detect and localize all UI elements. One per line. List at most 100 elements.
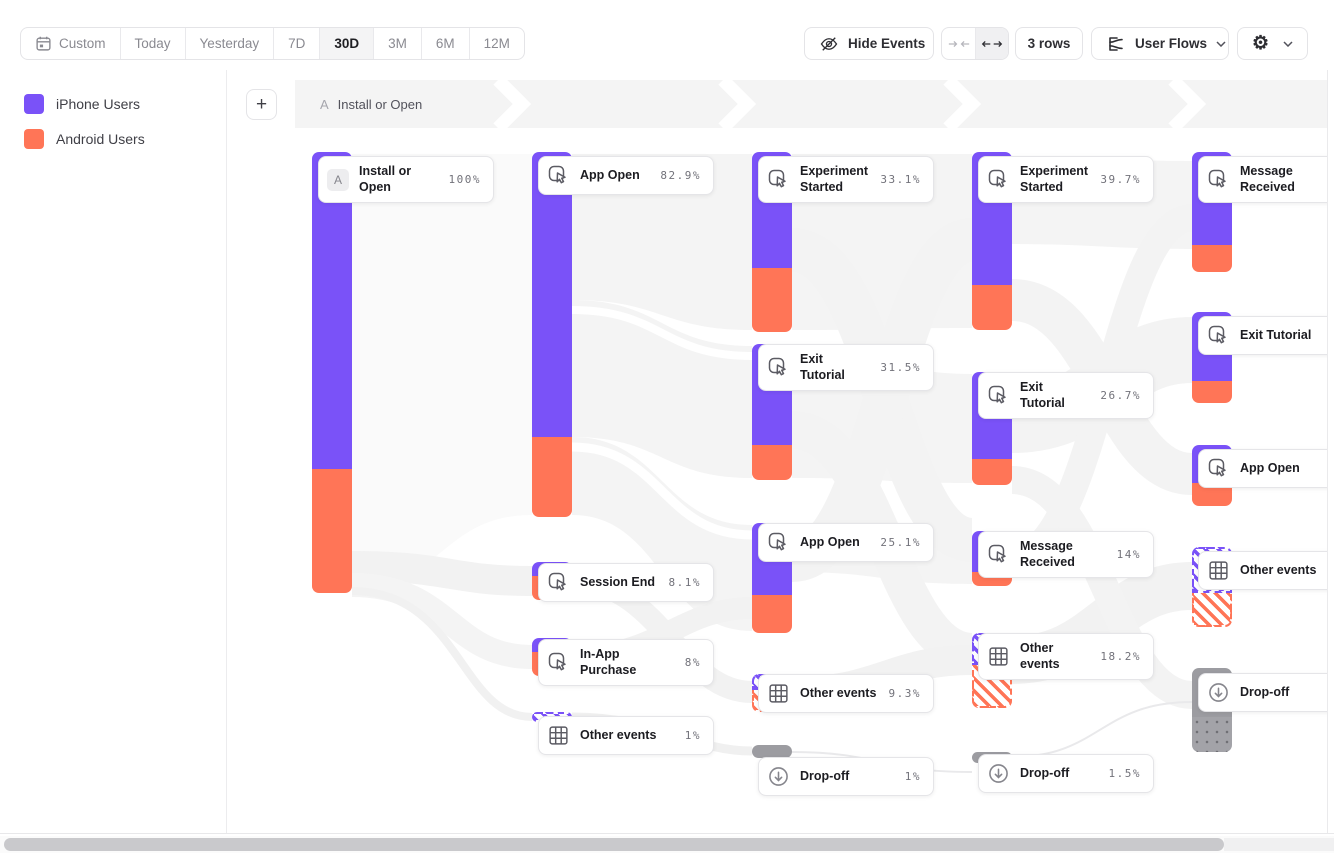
legend-item-iphone-users[interactable]: iPhone Users xyxy=(24,94,140,114)
android-segment xyxy=(752,268,792,332)
android-segment xyxy=(532,437,572,517)
event-card-exit-tutorial[interactable]: Exit Tutorial xyxy=(1198,316,1327,355)
event-percent: 33.1% xyxy=(880,173,921,187)
android-segment xyxy=(752,595,792,633)
event-card-session-end[interactable]: Session End 8.1% xyxy=(538,563,714,602)
android-segment xyxy=(972,285,1012,330)
android-users-swatch xyxy=(24,129,44,149)
event-card-drop-off[interactable]: Drop-off xyxy=(1198,673,1327,712)
flow-bar-drop-off[interactable] xyxy=(752,745,792,758)
cursor-click-icon xyxy=(987,384,1010,407)
calendar-icon xyxy=(35,35,52,52)
legend-item-android-users[interactable]: Android Users xyxy=(24,129,145,149)
event-card-other-events[interactable]: Other events 1% xyxy=(538,716,714,755)
horizontal-scrollbar[interactable] xyxy=(0,836,1334,853)
add-step-button[interactable]: + xyxy=(246,89,277,120)
date-range-custom[interactable]: Custom xyxy=(21,28,121,59)
event-name: App Open xyxy=(800,534,860,549)
event-name: App Open xyxy=(580,167,640,182)
event-percent: 39.7% xyxy=(1100,173,1141,187)
date-range-3m[interactable]: 3M xyxy=(374,28,422,59)
event-card-install-or-open[interactable]: A Install or Open 100% xyxy=(318,156,494,204)
cursor-click-icon xyxy=(767,356,790,379)
date-range-6m[interactable]: 6M xyxy=(422,28,470,59)
step-name: Install or Open xyxy=(337,96,423,112)
gear-icon: ⚙ xyxy=(1252,33,1270,54)
event-card-other-events[interactable]: Other events 9.3% xyxy=(758,674,934,713)
chevron-down-icon xyxy=(1216,40,1226,47)
date-range-today[interactable]: Today xyxy=(121,28,186,59)
event-name: Message Received xyxy=(1020,539,1075,569)
event-card-in-app-purchase[interactable]: In-App Purchase 8% xyxy=(538,639,714,687)
chevron-separators xyxy=(493,80,1207,128)
android-segment xyxy=(1192,483,1232,506)
scrollbar-track[interactable] xyxy=(1224,838,1334,851)
cursor-click-icon xyxy=(1207,168,1230,191)
event-name: Experiment Started xyxy=(800,164,869,194)
expand-columns-button[interactable] xyxy=(975,28,1008,59)
arrows-inward-icon xyxy=(948,38,970,50)
date-range-group: Custom Today Yesterday 7D 30D 3M 6M 12M xyxy=(20,27,525,60)
eye-off-icon xyxy=(819,34,839,54)
event-card-app-open[interactable]: App Open 25.1% xyxy=(758,523,934,562)
android-segment xyxy=(1192,381,1232,403)
event-card-drop-off[interactable]: Drop-off 1.5% xyxy=(978,754,1154,793)
top-toolbar: Custom Today Yesterday 7D 30D 3M 6M 12M … xyxy=(0,0,1334,70)
event-name: Exit Tutorial xyxy=(1240,327,1312,342)
event-percent: 25.1% xyxy=(880,536,921,549)
event-card-experiment-started[interactable]: Experiment Started 39.7% xyxy=(978,156,1154,204)
arrow-down-circle-icon xyxy=(1207,681,1230,704)
date-range-30d[interactable]: 30D xyxy=(320,28,375,59)
event-card-message-received[interactable]: Message Received 14% xyxy=(978,531,1154,579)
bottom-divider xyxy=(0,833,1334,834)
event-card-exit-tutorial[interactable]: Exit Tutorial 26.7% xyxy=(978,372,1154,420)
step-letter: A xyxy=(320,96,329,112)
event-name: Other events xyxy=(1020,641,1060,671)
event-card-exit-tutorial[interactable]: Exit Tutorial 31.5% xyxy=(758,344,934,392)
cursor-click-icon xyxy=(767,168,790,191)
date-range-yesterday[interactable]: Yesterday xyxy=(186,28,275,59)
path-header-band[interactable]: A Install or Open xyxy=(295,80,1328,128)
event-card-other-events[interactable]: Other events 18.2% xyxy=(978,633,1154,681)
cursor-click-icon xyxy=(767,531,790,554)
event-card-message-received[interactable]: Message Received xyxy=(1198,156,1327,204)
event-card-app-open[interactable]: App Open 82.9% xyxy=(538,156,714,195)
scrollbar-thumb[interactable] xyxy=(4,838,1224,851)
grid-icon xyxy=(767,682,790,705)
event-name: In-App Purchase xyxy=(580,647,637,677)
event-name: Other events xyxy=(800,685,877,700)
cursor-click-icon xyxy=(1207,457,1230,480)
arrows-outward-icon xyxy=(981,38,1003,50)
cursor-click-icon xyxy=(1207,324,1230,347)
grid-icon xyxy=(987,645,1010,668)
event-name: Message Received xyxy=(1240,164,1295,194)
flow-bar-install-or-open[interactable] xyxy=(312,152,352,593)
dropoff-overflow-segment xyxy=(1192,717,1232,752)
date-range-12m[interactable]: 12M xyxy=(483,36,510,51)
android-segment xyxy=(752,445,792,480)
event-name: Session End xyxy=(580,574,656,589)
event-percent: 9.3% xyxy=(888,687,921,700)
event-percent: 82.9% xyxy=(660,169,701,182)
event-card-app-open[interactable]: App Open xyxy=(1198,449,1327,488)
legend-label: Android Users xyxy=(56,131,145,147)
view-type-dropdown[interactable]: User Flows xyxy=(1091,27,1229,60)
iphone-users-swatch xyxy=(24,94,44,114)
event-percent: 1% xyxy=(904,770,921,783)
cursor-click-icon xyxy=(547,571,570,594)
android-hatched-segment xyxy=(1192,593,1232,627)
event-card-other-events[interactable]: Other events xyxy=(1198,551,1327,590)
date-range-7d[interactable]: 7D xyxy=(274,28,321,59)
event-card-drop-off[interactable]: Drop-off 1% xyxy=(758,757,934,796)
rows-button[interactable]: 3 rows xyxy=(1015,27,1083,60)
settings-dropdown[interactable]: ⚙ xyxy=(1237,27,1308,60)
flow-bar-app-open[interactable] xyxy=(532,152,572,517)
arrow-down-circle-icon xyxy=(987,762,1010,785)
date-range-label: Custom xyxy=(59,36,106,51)
dropoff-segment xyxy=(752,745,792,758)
collapse-columns-button[interactable] xyxy=(942,28,975,59)
event-card-experiment-started[interactable]: Experiment Started 33.1% xyxy=(758,156,934,204)
event-percent: 1% xyxy=(684,729,701,742)
hide-events-button[interactable]: Hide Events xyxy=(804,27,934,60)
event-name: Exit Tutorial xyxy=(800,352,845,382)
